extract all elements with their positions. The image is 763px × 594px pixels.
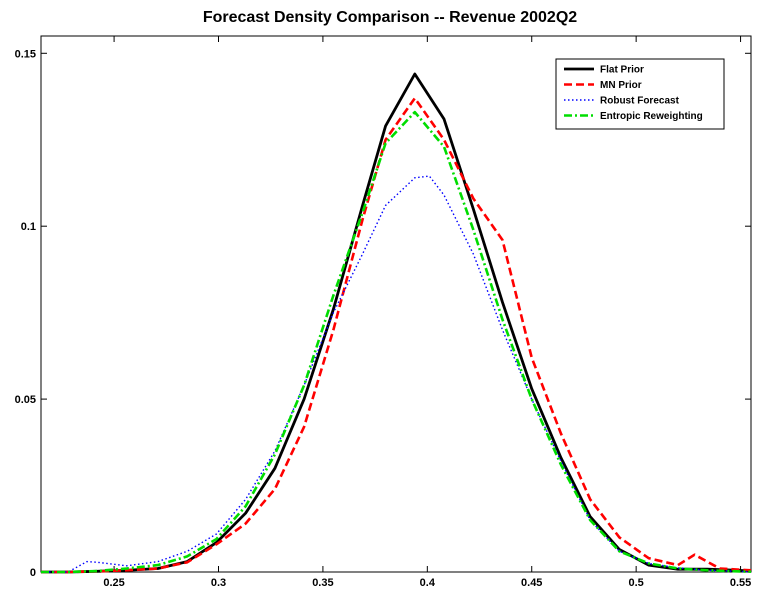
legend-box bbox=[555, 58, 725, 130]
x-tick-label: 0.5 bbox=[628, 577, 643, 589]
axis-ticks: 0.25 0.3 0.35 0.4 0.45 0.5 0.55 0 0.05 0.1 0.15 bbox=[15, 36, 751, 589]
chart-title: Forecast Density Comparison -- Revenue 2… bbox=[203, 9, 577, 26]
legend-label-entropic-reweighting: Entropic Reweighting bbox=[600, 111, 703, 122]
y-tick-label: 0.05 bbox=[15, 394, 36, 406]
legend-label-mn-prior: MN Prior bbox=[600, 80, 642, 91]
legend-label-flat-prior: Flat Prior bbox=[600, 65, 644, 76]
y-tick-label: 0.15 bbox=[15, 48, 36, 60]
series-line-mn-prior bbox=[41, 96, 752, 574]
y-tick-label: 0 bbox=[30, 567, 36, 579]
x-tick-label: 0.35 bbox=[312, 577, 333, 589]
legend: Flat Prior MN Prior Robust Forecast Entropi… bbox=[555, 58, 725, 130]
series-line-robust-forecast bbox=[41, 175, 752, 573]
series-line-entropic-reweighting bbox=[41, 110, 752, 574]
x-tick-label: 0.25 bbox=[103, 577, 124, 589]
x-tick-label: 0.55 bbox=[730, 577, 751, 589]
series-layer bbox=[41, 72, 752, 574]
x-tick-label: 0.45 bbox=[521, 577, 542, 589]
legend-label-robust-forecast: Robust Forecast bbox=[600, 96, 680, 107]
x-tick-label: 0.3 bbox=[211, 577, 226, 589]
x-tick-label: 0.4 bbox=[420, 577, 436, 589]
y-tick-label: 0.1 bbox=[21, 221, 36, 233]
